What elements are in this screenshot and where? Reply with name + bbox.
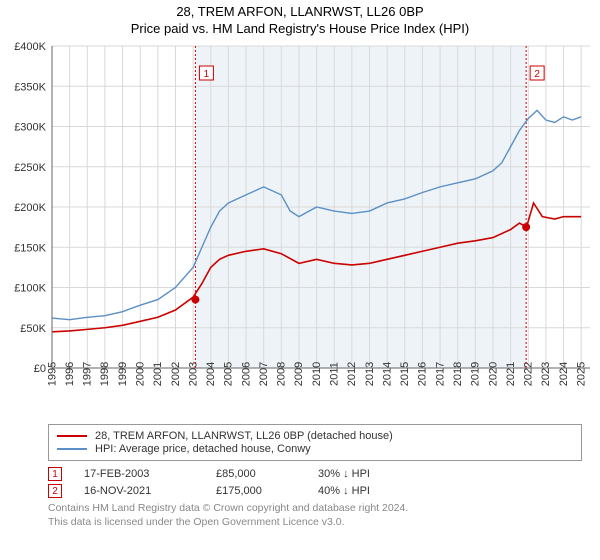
svg-text:2001: 2001 [152, 362, 164, 386]
svg-text:£300K: £300K [14, 122, 46, 134]
legend-item: 28, TREM ARFON, LLANRWST, LL26 0BP (deta… [57, 430, 573, 442]
sale-pct-vs-hpi: 30% ↓ HPI [318, 468, 370, 480]
svg-text:2015: 2015 [399, 362, 411, 386]
sale-price: £85,000 [216, 468, 296, 480]
svg-text:2007: 2007 [258, 362, 270, 386]
svg-text:2000: 2000 [134, 362, 146, 386]
sale-marker-icon: 1 [48, 467, 62, 481]
footer-line: This data is licensed under the Open Gov… [48, 516, 582, 530]
svg-text:1: 1 [204, 69, 210, 80]
chart-area: £0 £50K £100K £150K £200K £250K £300K £350K £400… [0, 38, 600, 418]
svg-text:£250K: £250K [14, 162, 46, 174]
footer-line: Contains HM Land Registry data © Crown c… [48, 502, 582, 516]
legend: 28, TREM ARFON, LLANRWST, LL26 0BP (deta… [48, 424, 582, 461]
line-chart-svg: £0 £50K £100K £150K £200K £250K £300K £350K £400… [0, 38, 600, 418]
sale-marker-icon: 2 [48, 484, 62, 498]
sale-row: 1 17-FEB-2003 £85,000 30% ↓ HPI [48, 467, 582, 481]
footer-attribution: Contains HM Land Registry data © Crown c… [48, 502, 582, 529]
svg-text:2019: 2019 [470, 362, 482, 386]
svg-text:£150K: £150K [14, 242, 46, 254]
svg-text:2025: 2025 [575, 362, 587, 386]
svg-text:£0: £0 [34, 363, 46, 375]
chart-title: 28, TREM ARFON, LLANRWST, LL26 0BP [0, 4, 600, 19]
svg-text:£400K: £400K [14, 41, 46, 53]
legend-swatch [57, 448, 87, 450]
svg-text:1998: 1998 [99, 362, 111, 386]
svg-text:2: 2 [534, 69, 540, 80]
chart-subtitle: Price paid vs. HM Land Registry's House … [0, 21, 600, 36]
svg-text:2017: 2017 [434, 362, 446, 386]
sale-date: 16-NOV-2021 [84, 485, 194, 497]
svg-text:1996: 1996 [64, 362, 76, 386]
sale-date: 17-FEB-2003 [84, 468, 194, 480]
svg-text:2006: 2006 [240, 362, 252, 386]
svg-text:2021: 2021 [505, 362, 517, 386]
legend-label: HPI: Average price, detached house, Conw… [95, 443, 311, 455]
svg-text:2016: 2016 [417, 362, 429, 386]
svg-text:1997: 1997 [82, 362, 94, 386]
svg-text:£100K: £100K [14, 283, 46, 295]
svg-text:2020: 2020 [487, 362, 499, 386]
svg-text:2013: 2013 [364, 362, 376, 386]
sales-table: 1 17-FEB-2003 £85,000 30% ↓ HPI 2 16-NOV… [48, 467, 582, 498]
legend-item: HPI: Average price, detached house, Conw… [57, 443, 573, 455]
svg-text:2011: 2011 [329, 362, 341, 386]
sale-row: 2 16-NOV-2021 £175,000 40% ↓ HPI [48, 484, 582, 498]
svg-text:£50K: £50K [20, 323, 46, 335]
svg-text:2008: 2008 [276, 362, 288, 386]
legend-swatch [57, 435, 87, 437]
svg-text:£350K: £350K [14, 81, 46, 93]
legend-label: 28, TREM ARFON, LLANRWST, LL26 0BP (deta… [95, 430, 393, 442]
sale-price: £175,000 [216, 485, 296, 497]
svg-text:2024: 2024 [558, 362, 570, 386]
svg-text:2003: 2003 [187, 362, 199, 386]
svg-text:2014: 2014 [381, 362, 393, 386]
svg-text:2005: 2005 [223, 362, 235, 386]
svg-text:2012: 2012 [346, 362, 358, 386]
svg-text:1999: 1999 [117, 362, 129, 386]
svg-text:2010: 2010 [311, 362, 323, 386]
sale-pct-vs-hpi: 40% ↓ HPI [318, 485, 370, 497]
chart-header: 28, TREM ARFON, LLANRWST, LL26 0BP Price… [0, 0, 600, 38]
svg-text:2009: 2009 [293, 362, 305, 386]
svg-text:2002: 2002 [170, 362, 182, 386]
svg-text:£200K: £200K [14, 202, 46, 214]
svg-text:2022: 2022 [523, 362, 535, 386]
svg-text:2023: 2023 [540, 362, 552, 386]
svg-text:2018: 2018 [452, 362, 464, 386]
svg-text:2004: 2004 [205, 362, 217, 386]
